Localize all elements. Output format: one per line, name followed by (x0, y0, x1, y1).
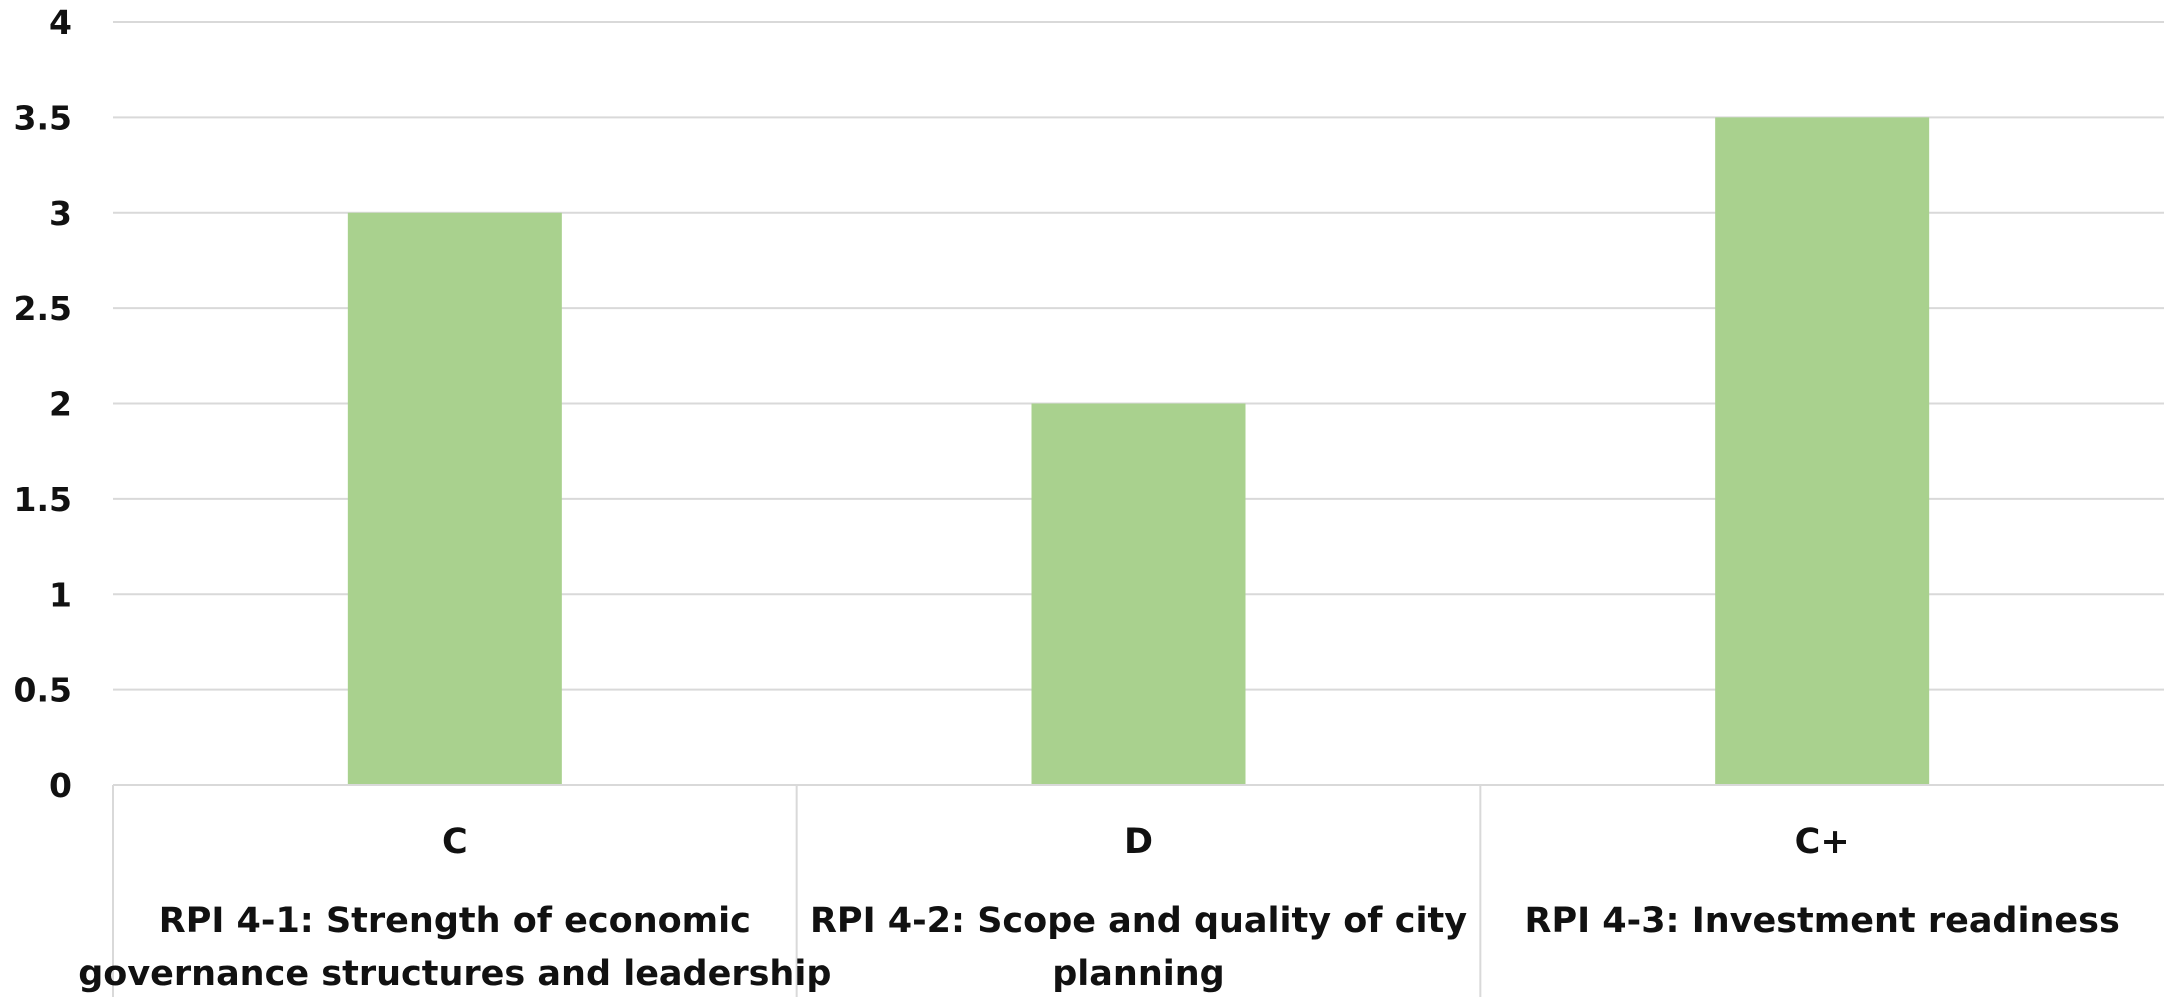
y-tick-label: 3 (49, 194, 72, 233)
category-name-label: RPI 4-2: Scope and quality of city (810, 901, 1467, 941)
y-axis-tick-labels: 0 0.5 1 1.5 2 2.5 3 3.5 4 (14, 3, 72, 805)
category-name-label: RPI 4-1: Strength of economic (159, 901, 751, 941)
y-tick-label: 0.5 (14, 671, 72, 710)
category-name-label: governance structures and leadership (78, 954, 831, 994)
y-tick-label: 2.5 (14, 289, 72, 328)
y-tick-label: 1 (49, 575, 72, 614)
y-tick-label: 2 (49, 385, 72, 424)
category-grade-label: D (1124, 822, 1153, 862)
y-tick-label: 1.5 (14, 480, 72, 519)
axes (112, 784, 2164, 997)
category-name-label: RPI 4-3: Investment readiness (1525, 901, 2120, 941)
category-grade-label: C+ (1795, 822, 1850, 862)
bar (1031, 403, 1246, 785)
x-axis-category-labels: C RPI 4-1: Strength of economic governance… (78, 822, 2120, 994)
y-tick-label: 0 (49, 766, 72, 805)
y-tick-label: 3.5 (14, 98, 72, 137)
y-tick-label: 4 (49, 3, 72, 42)
category-name-label: planning (1052, 954, 1224, 994)
bar (1715, 117, 1930, 785)
bars (347, 117, 1930, 785)
category-grade-label: C (442, 822, 468, 862)
bar (347, 212, 562, 785)
